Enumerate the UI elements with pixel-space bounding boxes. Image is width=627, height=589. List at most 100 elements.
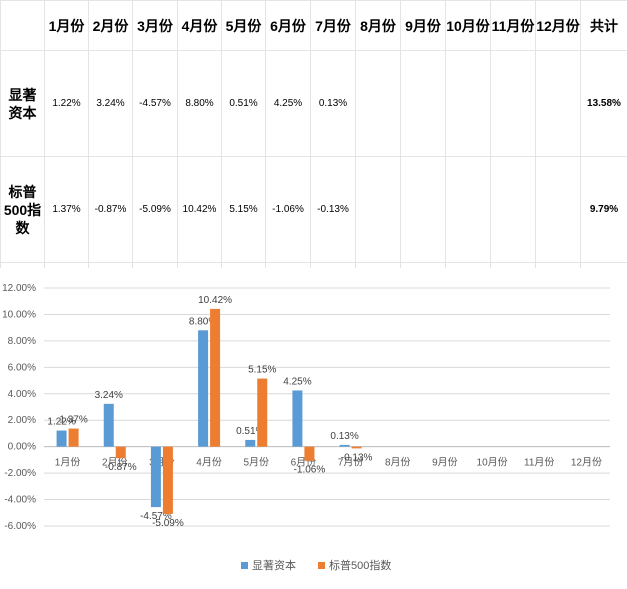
x-tick-label: 8月份 bbox=[385, 457, 411, 469]
table-row: 显著 资本 1.22% 3.24% -4.57% 8.80% 0.51% 4.2… bbox=[1, 51, 627, 157]
table-row: 标普 500指 数 1.37% -0.87% -5.09% 10.42% 5.1… bbox=[1, 157, 627, 263]
bar-index bbox=[116, 447, 126, 459]
row-label-line: 标普 bbox=[1, 183, 44, 201]
y-tick-label: 0.00% bbox=[8, 442, 36, 453]
legend-label: 显著资本 bbox=[252, 558, 296, 572]
legend-swatch bbox=[241, 562, 248, 569]
header-month-cell: 6月份 bbox=[266, 1, 311, 51]
x-tick-label: 10月份 bbox=[477, 457, 508, 469]
header-month-cell: 8月份 bbox=[356, 1, 401, 51]
value-cell bbox=[356, 51, 401, 157]
bar-index bbox=[304, 447, 314, 461]
x-tick-label: 9月份 bbox=[432, 457, 458, 469]
bar-index bbox=[257, 379, 267, 447]
value-cell: 0.51% bbox=[222, 51, 266, 157]
bar-index bbox=[352, 447, 362, 449]
value-cell bbox=[356, 157, 401, 263]
y-tick-label: 4.00% bbox=[8, 389, 36, 400]
table-header-row: 1月份 2月份 3月份 4月份 5月份 6月份 7月份 8月份 9月份 10月份… bbox=[1, 1, 627, 51]
data-label: -1.06% bbox=[294, 465, 326, 476]
value-cell bbox=[446, 157, 491, 263]
value-cell: -1.06% bbox=[266, 157, 311, 263]
value-cell: 3.24% bbox=[89, 51, 133, 157]
bar-fund bbox=[340, 445, 350, 447]
legend-label: 标普500指数 bbox=[329, 558, 391, 572]
data-label: 0.13% bbox=[330, 431, 358, 442]
x-tick-label: 1月份 bbox=[55, 457, 81, 469]
value-cell: -5.09% bbox=[133, 157, 178, 263]
y-tick-label: 2.00% bbox=[8, 415, 36, 426]
row-label-index: 标普 500指 数 bbox=[1, 157, 45, 263]
x-tick-label: 5月份 bbox=[243, 457, 269, 469]
data-label: -5.09% bbox=[152, 518, 184, 529]
data-label: 10.42% bbox=[198, 295, 232, 306]
value-cell: 5.15% bbox=[222, 157, 266, 263]
value-cell bbox=[491, 51, 536, 157]
bar-fund bbox=[198, 330, 208, 446]
header-month-cell: 1月份 bbox=[45, 1, 89, 51]
value-cell bbox=[536, 157, 581, 263]
bar-index bbox=[163, 447, 173, 514]
y-tick-label: 10.00% bbox=[2, 309, 36, 320]
header-month-cell: 9月份 bbox=[401, 1, 446, 51]
header-total-cell: 共计 bbox=[581, 1, 627, 51]
value-cell bbox=[491, 157, 536, 263]
header-month-cell: 5月份 bbox=[222, 1, 266, 51]
y-tick-label: -6.00% bbox=[4, 521, 36, 532]
data-label: 4.25% bbox=[283, 376, 311, 387]
value-cell: -4.57% bbox=[133, 51, 178, 157]
performance-table-region: 1月份 2月份 3月份 4月份 5月份 6月份 7月份 8月份 9月份 10月份… bbox=[0, 0, 627, 268]
bar-chart-svg: 12.00% 10.00% 8.00% 6.00% 4.00% 2.00% 0.00% -2.… bbox=[0, 268, 627, 584]
header-month-cell: 11月份 bbox=[491, 1, 536, 51]
row-label-fund: 显著 资本 bbox=[1, 51, 45, 157]
header-month-cell: 12月份 bbox=[536, 1, 581, 51]
x-tick-label: 11月份 bbox=[524, 457, 554, 469]
data-label: 5.15% bbox=[248, 365, 276, 376]
header-corner-cell bbox=[1, 1, 45, 51]
header-month-cell: 4月份 bbox=[178, 1, 222, 51]
data-label: 3.24% bbox=[95, 390, 123, 401]
bar-fund bbox=[151, 447, 161, 507]
performance-table: 1月份 2月份 3月份 4月份 5月份 6月份 7月份 8月份 9月份 10月份… bbox=[0, 0, 627, 268]
header-month-cell: 10月份 bbox=[446, 1, 491, 51]
value-cell: 1.22% bbox=[45, 51, 89, 157]
total-cell: 9.79% bbox=[581, 157, 627, 263]
data-label: -0.13% bbox=[341, 452, 373, 463]
x-tick-label: 4月份 bbox=[196, 457, 222, 469]
value-cell: 0.13% bbox=[311, 51, 356, 157]
bar-fund bbox=[245, 440, 255, 447]
bar-fund bbox=[57, 431, 67, 447]
y-tick-label: 8.00% bbox=[8, 336, 36, 347]
value-cell: 4.25% bbox=[266, 51, 311, 157]
value-cell: -0.87% bbox=[89, 157, 133, 263]
value-cell bbox=[446, 51, 491, 157]
y-tick-label: -2.00% bbox=[4, 468, 36, 479]
bar-index bbox=[69, 429, 79, 447]
bar-fund bbox=[104, 404, 114, 447]
value-cell: 8.80% bbox=[178, 51, 222, 157]
row-label-line: 500指 bbox=[1, 201, 44, 219]
y-tick-label: -4.00% bbox=[4, 495, 36, 506]
value-cell: -0.13% bbox=[311, 157, 356, 263]
y-tick-label: 12.00% bbox=[2, 283, 36, 294]
data-label: 1.37% bbox=[59, 415, 87, 426]
bar-index bbox=[210, 309, 220, 447]
header-month-cell: 7月份 bbox=[311, 1, 356, 51]
total-cell: 13.58% bbox=[581, 51, 627, 157]
x-tick-label: 12月份 bbox=[571, 457, 602, 469]
row-label-line: 资本 bbox=[1, 104, 44, 122]
value-cell bbox=[536, 51, 581, 157]
bar-chart: 12.00% 10.00% 8.00% 6.00% 4.00% 2.00% 0.00% -2.… bbox=[0, 268, 627, 584]
value-cell: 1.37% bbox=[45, 157, 89, 263]
value-cell: 10.42% bbox=[178, 157, 222, 263]
header-month-cell: 3月份 bbox=[133, 1, 178, 51]
row-label-line: 数 bbox=[1, 219, 44, 237]
y-tick-label: 6.00% bbox=[8, 362, 36, 373]
value-cell bbox=[401, 51, 446, 157]
data-label: -0.87% bbox=[105, 462, 137, 473]
row-label-line: 显著 bbox=[1, 86, 44, 104]
value-cell bbox=[401, 157, 446, 263]
legend-swatch bbox=[318, 562, 325, 569]
header-month-cell: 2月份 bbox=[89, 1, 133, 51]
bar-fund bbox=[292, 390, 302, 446]
